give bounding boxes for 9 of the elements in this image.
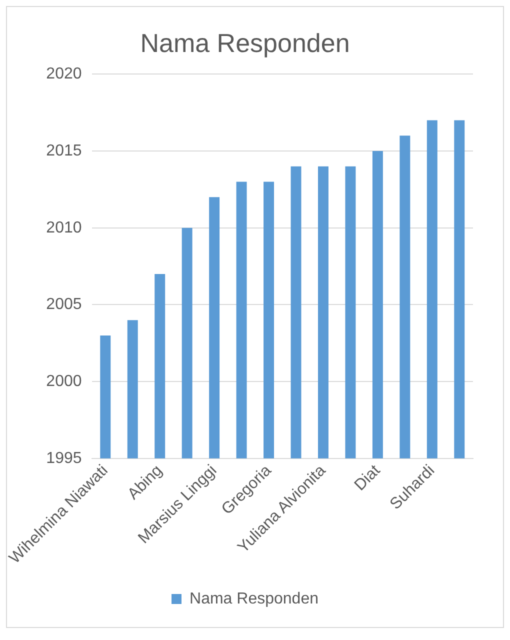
y-tick-label: 2015 (46, 142, 82, 160)
legend-label: Nama Responden (190, 590, 318, 608)
x-tick-label: Diat (352, 462, 384, 494)
y-tick-label: 1995 (46, 450, 82, 467)
y-tick-label: 2000 (46, 372, 82, 390)
y-tick-label: 2020 (46, 66, 82, 83)
chart-title: Nama Responden (140, 28, 350, 58)
y-tick-label: 2005 (46, 296, 82, 314)
y-tick-label: 2010 (46, 219, 82, 236)
